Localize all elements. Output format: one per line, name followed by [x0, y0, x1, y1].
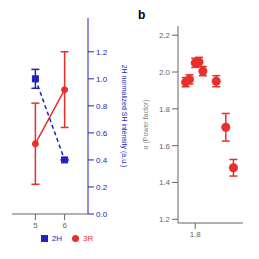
svg-text:2.0: 2.0: [159, 68, 171, 77]
svg-text:1.6: 1.6: [159, 142, 171, 151]
svg-text:0.4: 0.4: [96, 156, 108, 165]
svg-text:1.2: 1.2: [159, 215, 171, 224]
svg-text:0.2: 0.2: [96, 183, 108, 192]
svg-text:0.0: 0.0: [96, 210, 108, 219]
svg-text:1.2: 1.2: [96, 48, 108, 57]
svg-text:α (Power factor): α (Power factor): [142, 100, 150, 150]
svg-text:0.6: 0.6: [96, 129, 108, 138]
svg-text:6: 6: [62, 221, 67, 230]
html-text:b: b: [138, 8, 146, 22]
svg-text:0.8: 0.8: [96, 102, 108, 111]
svg-text:1.8: 1.8: [190, 230, 202, 239]
svg-text:1.0: 1.0: [96, 75, 108, 84]
html-text:2H: 2H: [51, 234, 62, 243]
html-text:3R: 3R: [83, 234, 94, 243]
svg-text:5: 5: [33, 221, 38, 230]
svg-text:1.4: 1.4: [159, 178, 171, 187]
svg-text:2H normalized SH intensity (a.: 2H normalized SH intensity (a.u.): [120, 65, 128, 168]
svg-text:2.2: 2.2: [159, 31, 171, 40]
svg-text:1.8: 1.8: [159, 105, 171, 114]
